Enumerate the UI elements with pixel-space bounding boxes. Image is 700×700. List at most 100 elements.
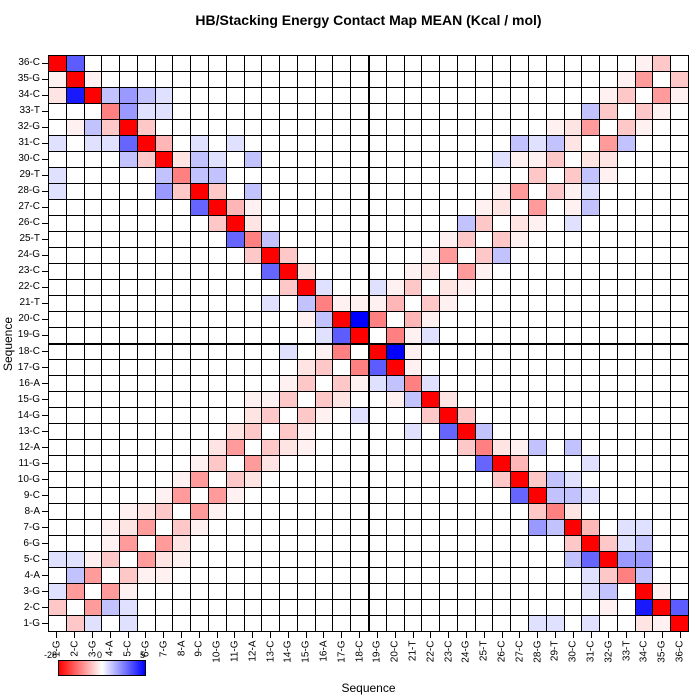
heatmap-cell xyxy=(386,136,404,151)
heatmap-cell xyxy=(529,72,546,87)
heatmap-cell xyxy=(155,184,173,199)
heatmap-cell xyxy=(209,488,226,503)
heatmap-cell xyxy=(635,488,653,503)
heatmap-cell xyxy=(84,152,102,167)
heatmap-cell xyxy=(635,392,653,407)
heatmap-cell xyxy=(155,440,173,455)
heatmap-cell xyxy=(671,136,688,151)
heatmap-cell xyxy=(671,296,688,311)
heatmap-cell xyxy=(404,168,422,183)
heatmap-cell xyxy=(529,344,546,359)
heatmap-cell xyxy=(315,520,333,535)
heatmap-cell xyxy=(493,72,511,87)
heatmap-cell xyxy=(671,232,688,247)
heatmap-cell xyxy=(315,424,333,439)
heatmap-cell xyxy=(84,360,102,375)
heatmap-cell xyxy=(422,248,440,263)
heatmap-cell xyxy=(226,552,244,567)
heatmap-cell xyxy=(653,552,671,567)
heatmap-cell xyxy=(351,72,368,87)
heatmap-cell xyxy=(155,600,173,615)
heatmap-cell xyxy=(173,248,191,263)
heatmap-cell xyxy=(440,72,457,87)
heatmap-cell xyxy=(600,360,617,375)
heatmap-cell xyxy=(226,328,244,343)
heatmap-cell xyxy=(457,136,475,151)
heatmap-cell xyxy=(511,136,528,151)
heatmap-cell xyxy=(440,552,457,567)
heatmap-cell xyxy=(582,232,600,247)
heatmap-cell xyxy=(635,232,653,247)
heatmap-cell xyxy=(440,584,457,599)
heatmap-cell xyxy=(404,200,422,215)
heatmap-cell xyxy=(191,344,208,359)
heatmap-cell xyxy=(209,216,226,231)
heatmap-cell xyxy=(84,488,102,503)
heatmap-cell xyxy=(564,440,582,455)
heatmap-cell xyxy=(600,264,617,279)
heatmap-cell xyxy=(226,88,244,103)
heatmap-cell xyxy=(49,520,66,535)
heatmap-cell xyxy=(457,456,475,471)
heatmap-cell xyxy=(102,296,120,311)
heatmap-cell xyxy=(404,376,422,391)
heatmap-cell xyxy=(511,168,528,183)
heatmap-cell xyxy=(475,120,493,135)
heatmap-cell xyxy=(653,184,671,199)
x-tick-label: 19-G xyxy=(371,640,383,663)
heatmap-cell xyxy=(369,200,386,215)
heatmap-cell xyxy=(120,408,137,423)
heatmap-cell xyxy=(493,552,511,567)
heatmap-cell xyxy=(511,472,528,487)
heatmap-cell xyxy=(66,312,84,327)
heatmap-cell xyxy=(546,424,564,439)
heatmap-cell xyxy=(582,440,600,455)
heatmap-cell xyxy=(457,600,475,615)
heatmap-cell xyxy=(493,248,511,263)
heatmap-cell xyxy=(244,264,262,279)
heatmap-cell xyxy=(49,248,66,263)
heatmap-cell xyxy=(475,264,493,279)
heatmap-cell xyxy=(671,568,688,583)
heatmap-cell xyxy=(351,152,368,167)
heatmap-cell xyxy=(84,424,102,439)
heatmap-cell xyxy=(155,152,173,167)
heatmap-cell xyxy=(600,328,617,343)
heatmap-cell xyxy=(244,216,262,231)
x-tick-mark xyxy=(109,632,111,638)
heatmap-cell xyxy=(262,584,280,599)
heatmap-cell xyxy=(440,600,457,615)
heatmap-cell xyxy=(475,200,493,215)
y-tick-label: 33-T xyxy=(19,105,40,117)
heatmap-cell xyxy=(386,344,404,359)
heatmap-cell xyxy=(617,216,635,231)
heatmap-cell xyxy=(84,120,102,135)
heatmap-cell xyxy=(369,472,386,487)
heatmap-cell xyxy=(386,408,404,423)
heatmap-cell xyxy=(457,184,475,199)
heatmap-cell xyxy=(617,504,635,519)
heatmap-cell xyxy=(137,72,155,87)
heatmap-cell xyxy=(173,312,191,327)
heatmap-cell xyxy=(475,488,493,503)
y-tick-mark xyxy=(42,318,48,320)
heatmap-cell xyxy=(120,88,137,103)
heatmap-cell xyxy=(297,184,315,199)
heatmap-cell xyxy=(84,248,102,263)
heatmap-cell xyxy=(671,312,688,327)
heatmap-cell xyxy=(546,264,564,279)
heatmap-cell xyxy=(511,600,528,615)
heatmap-cell xyxy=(155,360,173,375)
heatmap-cell xyxy=(529,360,546,375)
x-tick-label: 7-G xyxy=(158,640,170,658)
heatmap-cell xyxy=(564,56,582,71)
heatmap-cell xyxy=(546,344,564,359)
heatmap-cell xyxy=(671,408,688,423)
heatmap-cell xyxy=(49,408,66,423)
heatmap-cell xyxy=(351,440,368,455)
heatmap-cell xyxy=(404,312,422,327)
heatmap-cell xyxy=(120,104,137,119)
heatmap-cell xyxy=(155,104,173,119)
heatmap-cell xyxy=(173,488,191,503)
heatmap-cell xyxy=(280,440,297,455)
